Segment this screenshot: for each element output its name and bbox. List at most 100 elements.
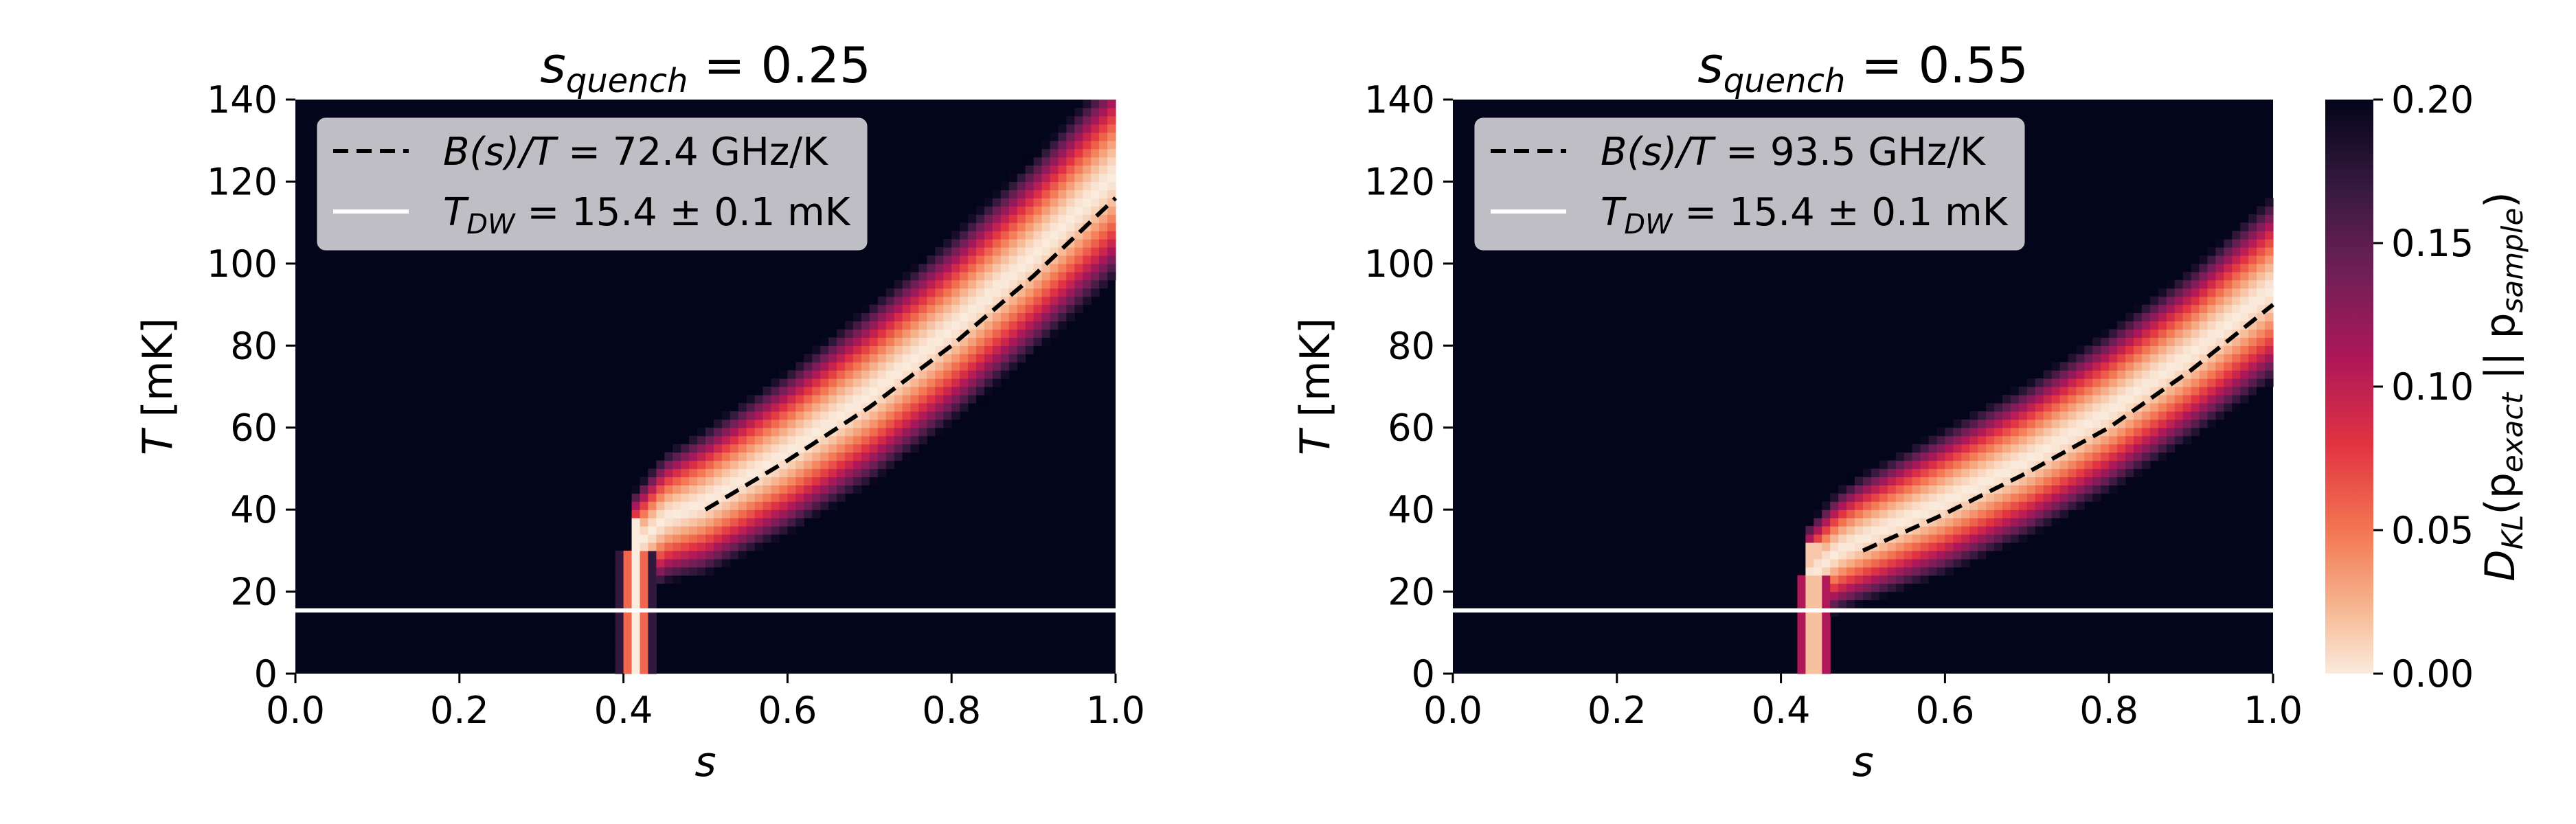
heatmap-cell <box>1978 435 1987 445</box>
heatmap-cell <box>804 501 813 510</box>
heatmap-cell <box>2232 394 2241 404</box>
heatmap-cell <box>1805 657 1814 666</box>
heatmap-cell <box>738 501 747 510</box>
heatmap-cell <box>894 435 903 445</box>
heatmap-cell <box>1863 566 1872 576</box>
heatmap-cell <box>1050 157 1059 166</box>
heatmap-cell <box>1107 206 1116 215</box>
heatmap-cell <box>2199 288 2208 297</box>
heatmap-cell <box>1961 427 1970 437</box>
heatmap-cell <box>812 362 821 371</box>
heatmap-cell <box>910 345 920 354</box>
heatmap-cell <box>1000 222 1010 231</box>
heatmap-cell <box>2141 427 2151 437</box>
heatmap-cell <box>2051 501 2061 510</box>
heatmap-cell <box>1033 263 1043 273</box>
heatmap-cell <box>951 304 960 314</box>
heatmap-cell <box>1953 468 1962 477</box>
heatmap-cell <box>1008 222 1018 231</box>
heatmap-cell <box>1033 173 1043 183</box>
heatmap-cell <box>877 312 887 322</box>
heatmap-cell <box>1091 271 1100 281</box>
heatmap-cell <box>1008 247 1018 256</box>
heatmap-cell <box>2149 304 2159 314</box>
heatmap-cell <box>2149 402 2159 412</box>
heatmap-cell <box>2109 427 2118 437</box>
heatmap-cell <box>697 526 706 535</box>
heatmap-cell <box>1033 329 1043 338</box>
heatmap-cell <box>1000 231 1010 240</box>
heatmap-cell <box>1805 641 1814 650</box>
heatmap-cell <box>869 419 879 428</box>
heatmap-cell <box>1961 419 1970 428</box>
heatmap-cell <box>877 411 887 420</box>
heatmap-cell <box>2265 354 2274 363</box>
heatmap-cell <box>762 435 772 445</box>
x-tick-label: 0.6 <box>1915 689 1974 732</box>
heatmap-cell <box>885 427 895 437</box>
heatmap-cell <box>1994 518 2003 527</box>
heatmap-cell <box>1050 304 1059 314</box>
heatmap-cell <box>820 477 829 485</box>
heatmap-cell <box>1928 468 1938 477</box>
heatmap-cell <box>1912 485 1921 494</box>
heatmap-cell <box>943 387 952 396</box>
heatmap-cell <box>664 477 673 485</box>
heatmap-cell <box>2035 452 2044 461</box>
heatmap-cell <box>1846 534 1855 543</box>
heatmap-cell <box>1961 510 1970 518</box>
heatmap-cell <box>656 468 665 477</box>
heatmap-cell <box>1074 304 1083 314</box>
heatmap-cell <box>697 452 706 461</box>
heatmap-cell <box>2051 411 2061 420</box>
heatmap-cell <box>2026 485 2036 494</box>
heatmap-cell <box>681 542 690 551</box>
heatmap-cell <box>2092 345 2101 354</box>
y-tick-label: 60 <box>230 407 278 450</box>
heatmap-cell <box>1945 477 1954 485</box>
heatmap-cell <box>1920 534 1930 543</box>
heatmap-cell <box>2182 394 2192 404</box>
heatmap-cell <box>1066 271 1075 281</box>
heatmap-cell <box>1920 526 1930 535</box>
heatmap-cell <box>1025 206 1035 215</box>
heatmap-cell <box>935 419 944 428</box>
heatmap-cell <box>2257 247 2266 256</box>
heatmap-cell <box>968 231 977 240</box>
heatmap-cell <box>1879 526 1888 535</box>
heatmap-cell <box>1928 460 1938 470</box>
heatmap-cell <box>689 468 698 477</box>
heatmap-cell <box>713 460 723 470</box>
heatmap-cell <box>787 510 796 518</box>
heatmap-cell <box>1895 452 1905 461</box>
heatmap-cell <box>713 534 723 543</box>
heatmap-cell <box>640 566 649 576</box>
heatmap-cell <box>705 542 714 551</box>
heatmap-cell <box>1025 247 1035 256</box>
heatmap-cell <box>681 566 690 576</box>
heatmap-cell <box>730 477 739 485</box>
heatmap-cell <box>771 510 780 518</box>
heatmap-cell <box>1986 542 1995 551</box>
heatmap-cell <box>1863 477 1872 485</box>
heatmap-cell <box>1871 468 1880 477</box>
heatmap-cell <box>787 411 796 420</box>
heatmap-cell <box>2117 370 2126 379</box>
heatmap-cell <box>869 427 879 437</box>
heatmap-cell <box>2207 370 2217 379</box>
heatmap-cell <box>1099 107 1108 117</box>
heatmap-cell <box>697 542 706 551</box>
heatmap-cell <box>2002 510 2011 518</box>
heatmap-cell <box>902 354 912 363</box>
heatmap-cell <box>1814 566 1822 576</box>
heatmap-cell <box>2084 378 2093 387</box>
heatmap-cell <box>837 329 846 338</box>
heatmap-cell <box>2084 444 2093 453</box>
heatmap-cell <box>1903 460 1913 470</box>
heatmap-cell <box>2084 354 2093 363</box>
heatmap-cell <box>1895 501 1905 510</box>
heatmap-cell <box>2166 387 2176 396</box>
heatmap-cell <box>2076 345 2085 354</box>
heatmap-cell <box>1945 468 1954 477</box>
heatmap-cell <box>837 362 846 371</box>
